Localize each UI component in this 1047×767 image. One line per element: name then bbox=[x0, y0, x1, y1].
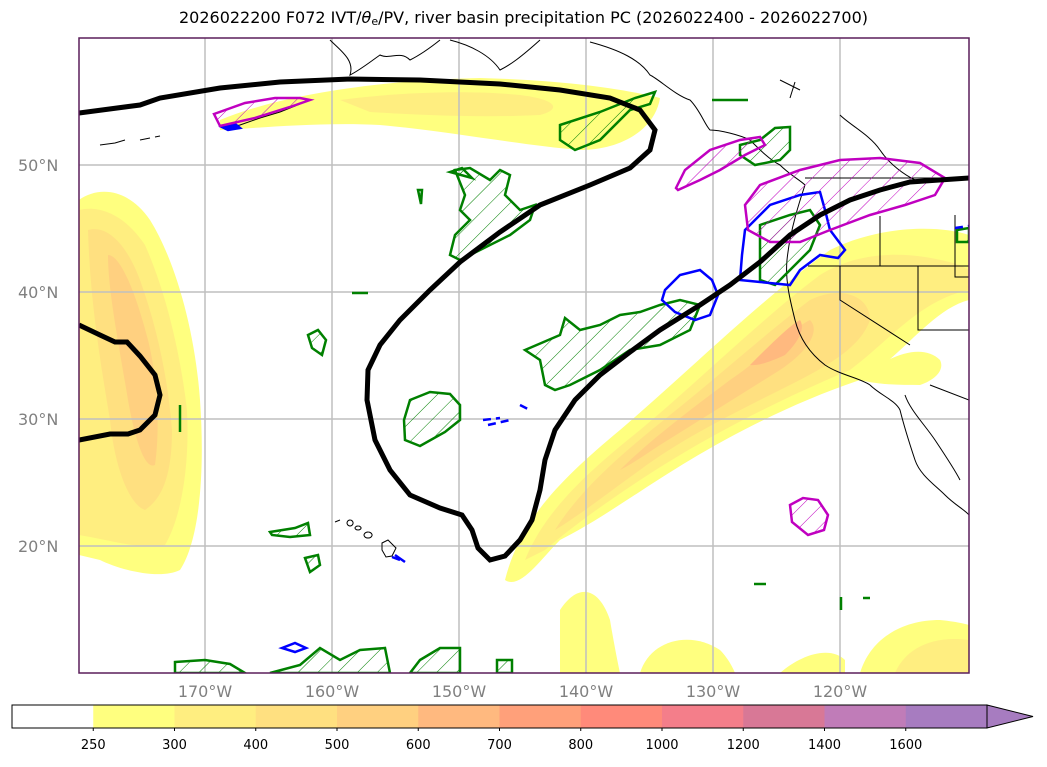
ivt-region-south2-250 bbox=[640, 639, 735, 673]
blue-dash-1 bbox=[482, 403, 531, 427]
theta-e-region-16 bbox=[416, 188, 424, 205]
lat-label-50n: 50°N bbox=[18, 156, 59, 175]
colorbar-segment bbox=[743, 705, 825, 728]
lat-label-20n: 20°N bbox=[18, 537, 59, 556]
colorbar-segment bbox=[580, 705, 663, 728]
ivt-region-west-500 bbox=[108, 255, 158, 466]
title-suffix: /PV, river basin precipitation PC (20260… bbox=[378, 8, 869, 27]
theta-e-region-10 bbox=[173, 658, 248, 673]
lon-label-140w: 140°W bbox=[558, 682, 614, 701]
colorbar-segment bbox=[499, 705, 582, 728]
lat-label-30n: 30°N bbox=[18, 410, 59, 429]
blue-dash-2 bbox=[954, 224, 969, 230]
title-theta: θ bbox=[361, 8, 372, 27]
coast-hawaii bbox=[334, 519, 397, 558]
ivt-region-north-300 bbox=[340, 92, 554, 117]
colorbar-tick-label: 1200 bbox=[726, 738, 760, 753]
colorbar-segment bbox=[337, 705, 419, 728]
blue-region-2 bbox=[660, 268, 720, 322]
colorbar-segment bbox=[93, 705, 175, 728]
colorbar-segment bbox=[255, 705, 338, 728]
lon-label-130w: 130°W bbox=[685, 682, 741, 701]
colorbar-tick-label: 250 bbox=[80, 738, 106, 753]
colorbar-segment bbox=[12, 705, 94, 728]
colorbar-segment bbox=[905, 705, 988, 728]
theta-e-region-13 bbox=[495, 658, 514, 673]
theta-e-region-4 bbox=[402, 390, 462, 448]
colorbar-tick-label: 1400 bbox=[807, 738, 842, 753]
coast-baja bbox=[904, 394, 961, 481]
magenta-region-2 bbox=[674, 135, 767, 192]
colorbar-tick-label: 600 bbox=[405, 738, 431, 753]
colorbar-tick-label: 300 bbox=[162, 738, 187, 753]
colorbar-segment bbox=[662, 705, 744, 728]
colorbar-tick-label: 1000 bbox=[645, 738, 679, 753]
colorbar-segment bbox=[418, 705, 500, 728]
colorbar-tick-label: 400 bbox=[243, 738, 269, 753]
theta-e-region-9 bbox=[303, 553, 322, 574]
colorbar-segment bbox=[824, 705, 907, 728]
coast-aleutians bbox=[99, 99, 311, 146]
theta-e-region-15 bbox=[445, 166, 477, 181]
ivt-region-southeast-300 bbox=[895, 639, 969, 673]
border-states bbox=[808, 215, 969, 401]
magenta-region-4 bbox=[788, 496, 830, 537]
colorbar-extend-arrow bbox=[986, 704, 1034, 729]
coast-southeast-alaska bbox=[589, 41, 806, 186]
colorbar-tick-label: 700 bbox=[487, 738, 512, 753]
theta-e-region-2 bbox=[448, 166, 537, 262]
figure-title: 2026022200 F072 IVT/θe/PV, river basin p… bbox=[0, 8, 1047, 28]
ivt-region-inland-250 bbox=[860, 351, 942, 385]
lon-label-170w: 170°W bbox=[177, 682, 233, 701]
title-theta-sub: e bbox=[371, 15, 379, 28]
coast-alaska bbox=[329, 39, 541, 76]
pv-contour-main bbox=[79, 76, 969, 563]
theta-e-region-14 bbox=[955, 226, 969, 244]
colorbar-tick-label: 800 bbox=[568, 738, 594, 753]
ivt-region-south3-250 bbox=[780, 652, 845, 673]
plot-area bbox=[79, 38, 969, 673]
blue-region-3 bbox=[278, 641, 310, 654]
ivt-region-south-250 bbox=[560, 591, 620, 673]
lat-label-40n: 40°N bbox=[18, 283, 59, 302]
theta-e-region-11 bbox=[269, 646, 392, 673]
colorbar bbox=[11, 704, 1034, 731]
magenta-region-1 bbox=[212, 96, 315, 128]
blue-region-4 bbox=[218, 122, 243, 132]
blue-region-5 bbox=[391, 553, 406, 564]
colorbar-tick-label: 500 bbox=[324, 738, 350, 753]
colorbar-tick-label: 1600 bbox=[889, 738, 923, 753]
plot-frame bbox=[78, 37, 970, 674]
theta-e-region-12 bbox=[408, 646, 462, 673]
title-prefix: 2026022200 F072 IVT/ bbox=[178, 8, 362, 27]
colorbar-segment bbox=[174, 705, 257, 728]
lon-label-120w: 120°W bbox=[812, 682, 868, 701]
ivt-filled-contours bbox=[79, 78, 969, 673]
lon-label-150w: 150°W bbox=[431, 682, 487, 701]
lon-label-160w: 160°W bbox=[304, 682, 360, 701]
theta-e-region-8 bbox=[267, 521, 312, 539]
pv-contours bbox=[79, 76, 969, 563]
ivt-region-center-600 bbox=[750, 320, 802, 366]
graticule bbox=[79, 38, 969, 673]
theta-e-region-7 bbox=[306, 328, 328, 358]
pv-contour-west bbox=[79, 322, 163, 443]
